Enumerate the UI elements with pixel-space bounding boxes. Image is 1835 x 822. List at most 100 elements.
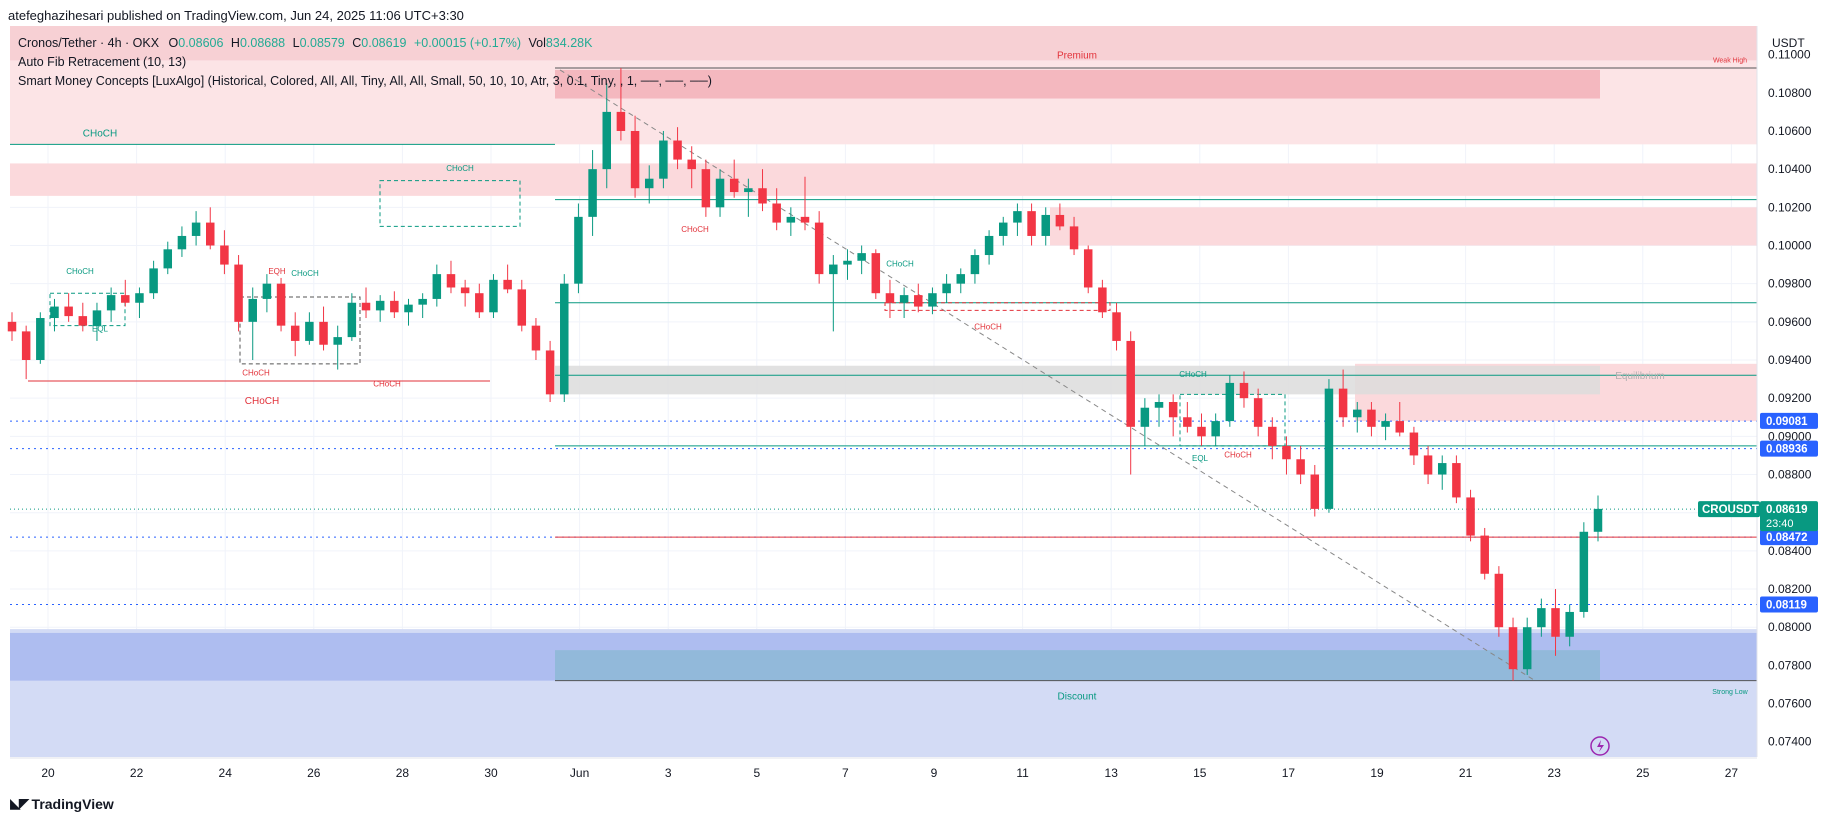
candle-body [1409, 432, 1419, 456]
candle-body [163, 249, 173, 269]
price-tag-bg [1760, 412, 1818, 429]
chart-legend: Cronos/Tether · 4h · OKX O0.08606 H0.086… [18, 34, 712, 91]
x-tick-label: 27 [1725, 766, 1739, 780]
indicator-smc[interactable]: Smart Money Concepts [LuxAlgo] (Historic… [18, 74, 712, 88]
candle-body [829, 264, 838, 275]
candle-body [1381, 421, 1390, 427]
candle-body [1338, 388, 1348, 418]
candle-body [786, 216, 796, 223]
candle-body [64, 306, 73, 317]
candle-body [460, 287, 470, 294]
label-choch-9: CHoCH [886, 259, 914, 268]
x-tick-label: 25 [1636, 766, 1650, 780]
candle-body [361, 302, 371, 311]
structure-lines-layer [10, 67, 1757, 682]
candle-body [956, 274, 966, 284]
volume-value: 834.28K [545, 36, 593, 50]
last-price-tag-bg [1760, 501, 1818, 532]
candle-body [121, 295, 130, 303]
x-tick-label: 13 [1105, 766, 1119, 780]
x-tick-label: 20 [41, 766, 55, 780]
label-choch-3: CHoCH [291, 269, 319, 278]
candle-body [1565, 611, 1574, 637]
equilibrium-zone [555, 365, 1600, 395]
tradingview-logo[interactable]: ◣◤ TradingView [10, 795, 114, 812]
high-key: H [230, 36, 240, 50]
indicator-fib[interactable]: Auto Fib Retracement (10, 13) [18, 55, 187, 69]
candle-body [1310, 474, 1320, 509]
candle-body [404, 304, 413, 313]
candle-body [1579, 531, 1589, 612]
candle-body [560, 283, 569, 395]
candle-body [432, 274, 442, 299]
candle-body [319, 321, 328, 345]
candle-body [7, 321, 17, 332]
lightning-bolt-icon [1597, 740, 1604, 752]
candle-body [885, 293, 895, 303]
candle-body [1168, 401, 1178, 418]
candle-body [248, 298, 257, 322]
candle-body [1452, 463, 1461, 498]
candle-body [206, 222, 215, 246]
label-eqh: EQH [268, 267, 286, 276]
x-tick-label: 24 [219, 766, 233, 780]
candle-body [78, 316, 88, 326]
label-choch-1: CHoCH [83, 129, 117, 140]
candle-body [914, 295, 923, 307]
time-axis: 20 22 24 26 28 30 Jun 3 5 7 9 11 13 15 17 19 21 23 25 27 [10, 757, 1757, 780]
x-tick-label: 30 [484, 766, 498, 780]
price-tag-label: 0.09081 [1766, 416, 1808, 428]
price-tag-bg [1760, 440, 1818, 457]
y-tick-label: 0.10000 [1768, 238, 1812, 252]
candle-body [1282, 445, 1291, 460]
label-choch-12: CHoCH [1224, 450, 1252, 459]
label-choch-6: CHoCH [245, 396, 279, 407]
x-tick-label: 7 [842, 766, 849, 780]
supply-zone-2 [1050, 207, 1757, 246]
candle-body [1027, 211, 1036, 236]
candle-body [928, 293, 937, 307]
label-equilibrium: Equilibrium [1615, 371, 1664, 382]
candle-body [1522, 627, 1532, 670]
candle-body [630, 130, 640, 189]
candle-body [772, 203, 781, 223]
candle-body [1069, 226, 1079, 250]
price-tag-bg [1760, 529, 1818, 546]
candle-body [475, 293, 484, 313]
candle-body [1324, 388, 1334, 509]
candle-body [673, 140, 682, 160]
candle-body [1140, 407, 1150, 427]
change-value: +0.00015 (+0.17%) [413, 36, 521, 50]
candle-body [1154, 401, 1164, 408]
tradingview-brand: TradingView [31, 795, 114, 812]
symbol-row: Cronos/Tether · 4h · OKX O0.08606 H0.086… [18, 34, 712, 53]
choch-box-3 [884, 302, 1111, 311]
candle-body [1268, 426, 1277, 446]
candle-body [1551, 608, 1560, 637]
candle-body [1013, 211, 1022, 223]
candle-body [1183, 417, 1192, 427]
candle-body [503, 279, 512, 290]
candle-body [262, 283, 272, 299]
order-block-bearish [555, 69, 1600, 99]
x-tick-label: 19 [1370, 766, 1384, 780]
candle-body [588, 169, 597, 217]
premium-zone-top [10, 26, 1757, 61]
candle-body [418, 298, 427, 305]
label-choch-11: CHoCH [1179, 370, 1207, 379]
candle-body [375, 300, 385, 311]
candle-body [1253, 398, 1263, 427]
candle-body [36, 318, 45, 361]
x-tick-label: 3 [665, 766, 672, 780]
candle-body [1225, 382, 1235, 422]
currency-unit: USDT [1772, 36, 1805, 50]
candle-body [234, 264, 243, 322]
candle-body [1353, 409, 1362, 418]
label-eql-2: EQL [1192, 454, 1209, 463]
open-key: O [168, 36, 179, 50]
candle-body [545, 350, 555, 395]
tradingview-logo-icon: ◣◤ [10, 795, 29, 811]
symbol-title[interactable]: Cronos/Tether · 4h · OKX [18, 36, 160, 50]
volume-key: Vol [528, 36, 546, 50]
